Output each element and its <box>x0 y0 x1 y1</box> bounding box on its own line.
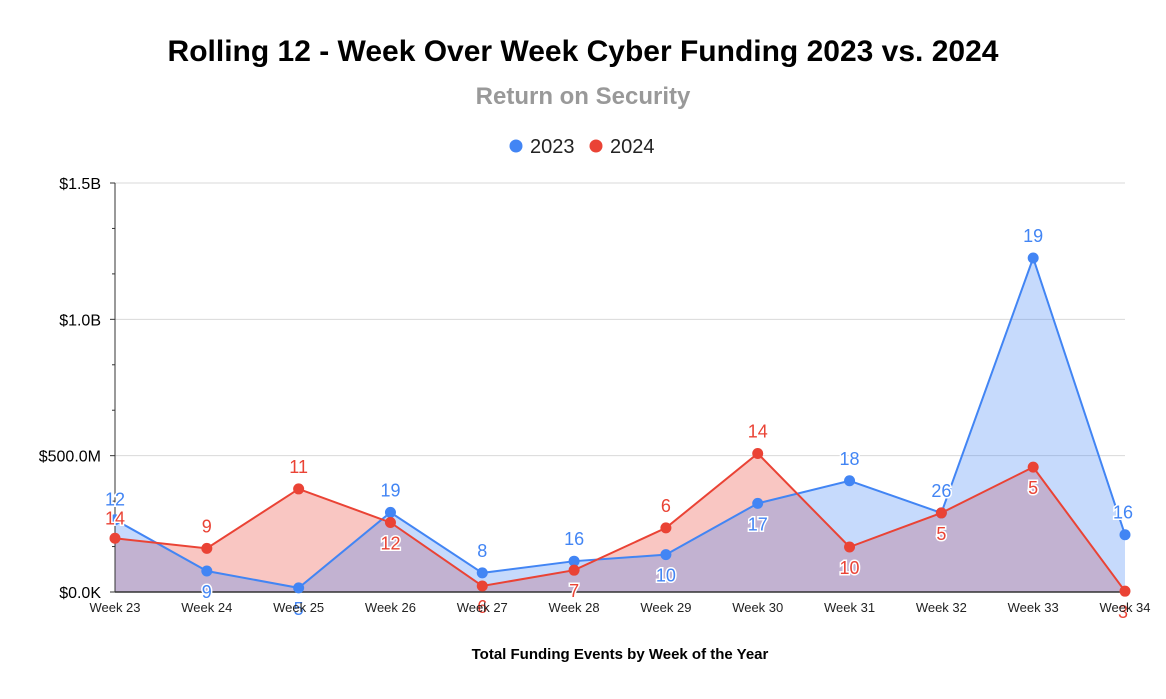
data-label-2024-week-32: 5 <box>936 524 946 544</box>
y-tick-labels: $0.0K $500.0M $1.0B $1.5B <box>39 176 102 602</box>
data-label-2024-week-25: 11 <box>289 457 308 477</box>
data-label-2023-week-27: 8 <box>477 541 487 561</box>
point-2023-week-28 <box>568 555 580 567</box>
data-label-2023-week-23: 12 <box>105 490 125 510</box>
chart-title: Rolling 12 - Week Over Week Cyber Fundin… <box>168 35 999 68</box>
data-label-2023-week-26: 19 <box>380 480 400 500</box>
point-2023-week-33 <box>1027 252 1039 264</box>
x-tick-label-4: Week 27 <box>457 600 508 615</box>
data-label-2023-week-33: 19 <box>1023 226 1043 246</box>
legend-label-2024: 2024 <box>610 136 655 158</box>
x-tick-label-6: Week 29 <box>640 600 691 615</box>
point-2023-week-26 <box>384 506 396 518</box>
data-label-2024-week-31: 10 <box>840 558 860 578</box>
x-tick-label-1: Week 24 <box>181 600 232 615</box>
line-2024 <box>114 452 1126 592</box>
data-label-2024-week-24: 9 <box>202 516 212 536</box>
chart-subtitle: Return on Security <box>476 83 691 110</box>
data-label-2023-week-25: 5 <box>294 599 304 619</box>
x-axis-label: Total Funding Events by Week of the Year <box>472 646 769 663</box>
point-2024-week-32 <box>935 507 947 519</box>
y-tick-label-3: $1.5B <box>59 176 101 193</box>
data-label-2023-week-34: 16 <box>1113 503 1133 523</box>
point-2023-week-34 <box>1119 529 1131 541</box>
point-2023-week-31 <box>844 475 856 487</box>
point-2023-week-25 <box>293 582 305 594</box>
point-2023-week-29 <box>660 549 672 561</box>
data-label-2024-week-28: 7 <box>569 581 579 601</box>
data-label-2024-week-29: 6 <box>661 496 671 516</box>
data-label-2023-week-30: 17 <box>748 514 768 534</box>
data-label-2023-week-29: 10 <box>656 566 676 586</box>
legend: 2023 2024 <box>509 136 655 158</box>
point-2024-week-23 <box>109 532 121 544</box>
x-tick-label-5: Week 28 <box>549 600 600 615</box>
x-tick-label-8: Week 31 <box>824 600 875 615</box>
y-tick-label-2: $1.0B <box>59 312 101 329</box>
data-label-2024-week-30: 14 <box>748 421 768 441</box>
legend-label-2023: 2023 <box>530 136 575 158</box>
point-2024-week-33 <box>1027 461 1039 473</box>
x-tick-label-11: Week 34 <box>1099 600 1150 615</box>
point-2023-week-30 <box>752 497 764 509</box>
x-tick-label-3: Week 26 <box>365 600 416 615</box>
x-tick-label-9: Week 32 <box>916 600 967 615</box>
data-label-2024-week-23: 14 <box>105 508 125 528</box>
point-2024-week-28 <box>568 564 580 576</box>
x-tick-labels: Week 23 Week 24 Week 25 Week 26 Week 27 Week … <box>89 600 1150 615</box>
data-label-2024-week-33: 5 <box>1028 478 1038 498</box>
x-tick-label-10: Week 33 <box>1008 600 1059 615</box>
point-2024-week-34 <box>1119 585 1131 597</box>
legend-marker-2023 <box>509 139 523 153</box>
point-2024-week-27 <box>476 580 488 592</box>
area-2023 <box>115 257 1125 592</box>
y-tick-label-1: $500.0M <box>39 449 101 466</box>
series-lines <box>114 254 1126 592</box>
gridlines <box>115 182 1125 457</box>
data-label-2024-week-34: 3 <box>1118 602 1128 622</box>
data-label-2024-week-27: 6 <box>477 597 487 617</box>
area-2024 <box>115 453 1125 592</box>
data-label-2023-week-24: 9 <box>202 582 212 602</box>
point-2024-week-29 <box>660 522 672 534</box>
x-tick-label-7: Week 30 <box>732 600 783 615</box>
line-2023 <box>114 254 1126 589</box>
point-2023-week-24 <box>201 565 213 577</box>
y-tick-label-0: $0.0K <box>59 585 101 602</box>
data-label-2023-week-31: 18 <box>840 449 860 469</box>
legend-marker-2024 <box>589 139 603 153</box>
x-tick-label-0: Week 23 <box>89 600 140 615</box>
data-label-2023-week-28: 16 <box>564 529 584 549</box>
point-2024-week-30 <box>752 447 764 459</box>
data-points <box>109 252 1131 597</box>
data-label-2023-week-32: 26 <box>931 481 951 501</box>
point-2024-week-24 <box>201 542 213 554</box>
x-tick-label-2: Week 25 <box>273 600 324 615</box>
point-2023-week-27 <box>476 567 488 579</box>
areas <box>115 257 1125 592</box>
point-2023-week-23 <box>109 514 121 526</box>
point-2024-week-25 <box>293 483 305 495</box>
point-2024-week-26 <box>384 516 396 528</box>
point-2024-week-31 <box>844 541 856 553</box>
data-label-2024-week-26: 12 <box>380 533 400 553</box>
